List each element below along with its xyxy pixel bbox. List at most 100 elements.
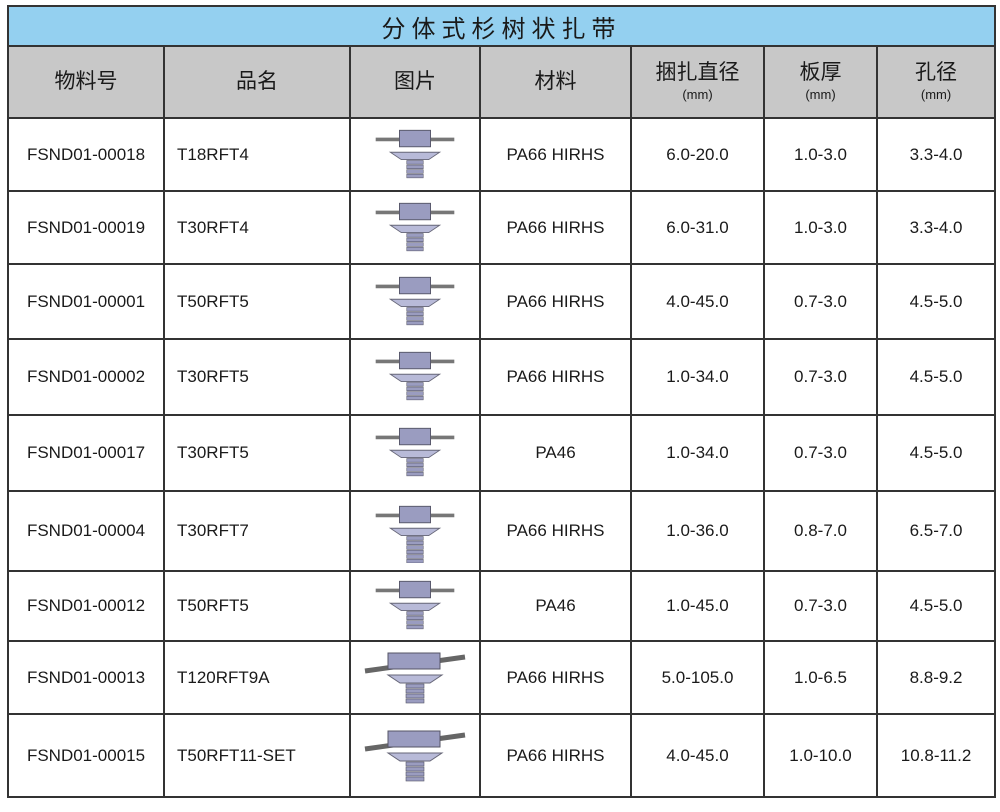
table-row: FSND01-00017 T30RFT5 PA46 1.0-34.0 0.7-3… [7,414,997,492]
hole-diameter: 4.5-5.0 [875,338,997,416]
part-code: FSND01-00013 [7,640,165,715]
material: PA66 HIRHS [479,713,632,798]
fir-tree-tie-small-icon [351,123,479,187]
table-row: FSND01-00013 T120RFT9A PA66 HIRHS 5.0-10… [7,640,997,715]
part-code: FSND01-00015 [7,713,165,798]
material: PA66 HIRHS [479,338,632,416]
column-header: 捆扎直径 (mm) [630,45,765,119]
hole-diameter: 4.5-5.0 [875,414,997,492]
fir-tree-tie-wide-icon [351,721,479,791]
bundle-diameter: 1.0-34.0 [630,414,765,492]
bundle-diameter: 6.0-20.0 [630,117,765,192]
hole-diameter: 4.5-5.0 [875,263,997,340]
part-code: FSND01-00019 [7,190,165,265]
product-image [349,713,481,798]
panel-thickness: 0.8-7.0 [763,490,878,572]
header-label: 图片 [394,70,436,94]
table-row: FSND01-00002 T30RFT5 PA66 HIRHS 1.0-34.0… [7,338,997,416]
bundle-diameter: 4.0-45.0 [630,713,765,798]
part-code: FSND01-00018 [7,117,165,192]
material: PA66 HIRHS [479,490,632,572]
table-row: FSND01-00012 T50RFT5 PA46 1.0-45.0 0.7-3… [7,570,997,642]
bundle-diameter: 6.0-31.0 [630,190,765,265]
table-title: 分体式杉树状扎带 [6,5,997,47]
product-name: T50RFT5 [163,263,351,340]
header-label: 板厚 [799,61,842,85]
product-image [349,117,481,192]
header-label: 材料 [534,70,577,94]
table-row: FSND01-00004 T30RFT7 PA66 HIRHS 1.0-36.0… [7,490,997,572]
product-name: T30RFT5 [163,414,351,492]
product-image [349,414,481,492]
product-image [349,640,481,715]
bundle-diameter: 5.0-105.0 [630,640,765,715]
fir-tree-tie-long-icon [351,499,479,563]
bundle-diameter: 1.0-45.0 [630,570,765,642]
panel-thickness: 0.7-3.0 [763,414,878,492]
product-name: T18RFT4 [163,117,351,192]
panel-thickness: 0.7-3.0 [763,338,878,416]
header-label: 品名 [236,70,278,94]
column-header: 物料号 [7,45,165,119]
header-label: 物料号 [54,70,118,94]
material: PA66 HIRHS [479,117,632,192]
table-row: FSND01-00015 T50RFT11-SET PA66 HIRHS 4.0… [7,713,997,798]
fir-tree-tie-icon [351,270,479,334]
hole-diameter: 4.5-5.0 [875,570,997,642]
table-row: FSND01-00018 T18RFT4 PA66 HIRHS 6.0-20.0… [7,117,997,192]
product-name: T30RFT5 [163,338,351,416]
material: PA66 HIRHS [479,190,632,265]
fir-tree-tie-wide-icon [351,643,479,713]
part-code: FSND01-00002 [7,338,165,416]
panel-thickness: 1.0-10.0 [763,713,878,798]
panel-thickness: 0.7-3.0 [763,263,878,340]
column-header: 图片 [349,45,481,119]
hole-diameter: 6.5-7.0 [875,490,997,572]
header-label: 捆扎直径 [655,61,740,85]
product-name: T120RFT9A [163,640,351,715]
product-image [349,263,481,340]
panel-thickness: 0.7-3.0 [763,570,878,642]
header-label: 孔径 [915,61,958,85]
material: PA46 [479,570,632,642]
fir-tree-tie-icon [351,574,479,638]
table-row: FSND01-00001 T50RFT5 PA66 HIRHS 4.0-45.0… [7,263,997,340]
product-name: T50RFT11-SET [163,713,351,798]
hole-diameter: 3.3-4.0 [875,190,997,265]
part-code: FSND01-00004 [7,490,165,572]
fir-tree-tie-icon [351,421,479,485]
header-unit: (mm) [805,87,836,103]
product-image [349,570,481,642]
header-unit: (mm) [682,87,713,103]
bundle-diameter: 1.0-34.0 [630,338,765,416]
fir-tree-tie-small-icon [351,196,479,260]
fir-tree-tie-icon [351,345,479,409]
panel-thickness: 1.0-3.0 [763,117,878,192]
header-unit: (mm) [920,87,952,103]
column-header: 品名 [163,45,351,119]
column-header: 材料 [479,45,632,119]
product-image [349,338,481,416]
column-header: 孔径 (mm) [875,45,997,119]
hole-diameter: 3.3-4.0 [875,117,997,192]
panel-thickness: 1.0-6.5 [763,640,878,715]
material: PA66 HIRHS [479,263,632,340]
hole-diameter: 10.8-11.2 [875,713,997,798]
column-header: 板厚 (mm) [763,45,878,119]
material: PA66 HIRHS [479,640,632,715]
part-code: FSND01-00017 [7,414,165,492]
product-image [349,190,481,265]
product-image [349,490,481,572]
product-name: T30RFT4 [163,190,351,265]
table-row: FSND01-00019 T30RFT4 PA66 HIRHS 6.0-31.0… [7,190,997,265]
product-table: 分体式杉树状扎带 物料号 品名 图片 材料 捆扎直径 (mm) 板厚 (mm) 孔径 (mm) F… [6,5,997,798]
bundle-diameter: 1.0-36.0 [630,490,765,572]
hole-diameter: 8.8-9.2 [875,640,997,715]
part-code: FSND01-00012 [7,570,165,642]
bundle-diameter: 4.0-45.0 [630,263,765,340]
panel-thickness: 1.0-3.0 [763,190,878,265]
product-name: T50RFT5 [163,570,351,642]
part-code: FSND01-00001 [7,263,165,340]
material: PA46 [479,414,632,492]
product-name: T30RFT7 [163,490,351,572]
